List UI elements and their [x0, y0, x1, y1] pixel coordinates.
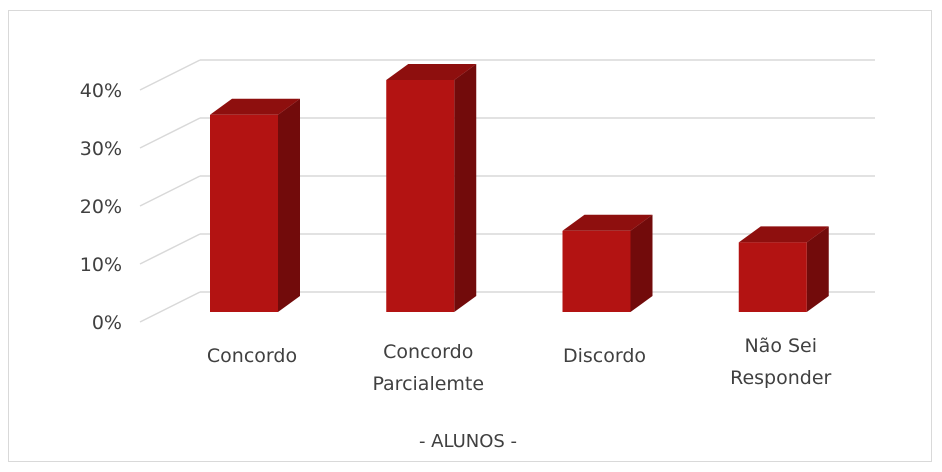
- x-category-label: Concordo: [207, 345, 297, 367]
- bar-side: [278, 98, 300, 312]
- y-axis-ticks: 0% 10% 20% 30% 40%: [80, 80, 122, 334]
- x-category-label: Concordo Parcialemte: [372, 341, 484, 395]
- bar-top: [738, 226, 829, 243]
- gridline-diagonal: [139, 175, 201, 207]
- bar-side: [630, 214, 653, 312]
- y-tick-label: 40%: [80, 80, 122, 102]
- bar-front: [738, 242, 807, 312]
- y-tick-label: 30%: [80, 138, 122, 160]
- bar-front: [210, 114, 278, 312]
- x-axis-categories: Concordo Concordo Parcialemte Discordo Não S…: [207, 335, 832, 395]
- bar: [386, 64, 477, 312]
- bar-side: [806, 226, 829, 312]
- gridline-diagonal: [139, 233, 201, 265]
- bars: [210, 64, 829, 312]
- bar-top: [210, 98, 300, 115]
- x-category-label: Não Sei Responder: [730, 335, 831, 389]
- y-tick-label: 20%: [80, 196, 122, 218]
- x-axis-label: - ALUNOS -: [419, 431, 517, 452]
- bar-front: [562, 230, 631, 312]
- gridline-diagonal: [139, 117, 201, 149]
- bar: [210, 98, 300, 312]
- bar-top: [386, 64, 477, 80]
- gridline-diagonal: [139, 59, 201, 91]
- bar: [738, 226, 829, 312]
- y-tick-label: 10%: [80, 254, 122, 276]
- bar-front: [386, 80, 455, 312]
- bar-side: [454, 64, 477, 312]
- y-tick-label: 0%: [92, 312, 122, 334]
- gridline-diagonal: [139, 291, 201, 323]
- x-category-label: Discordo: [563, 345, 646, 367]
- bar-top: [562, 214, 653, 231]
- bar: [562, 214, 653, 312]
